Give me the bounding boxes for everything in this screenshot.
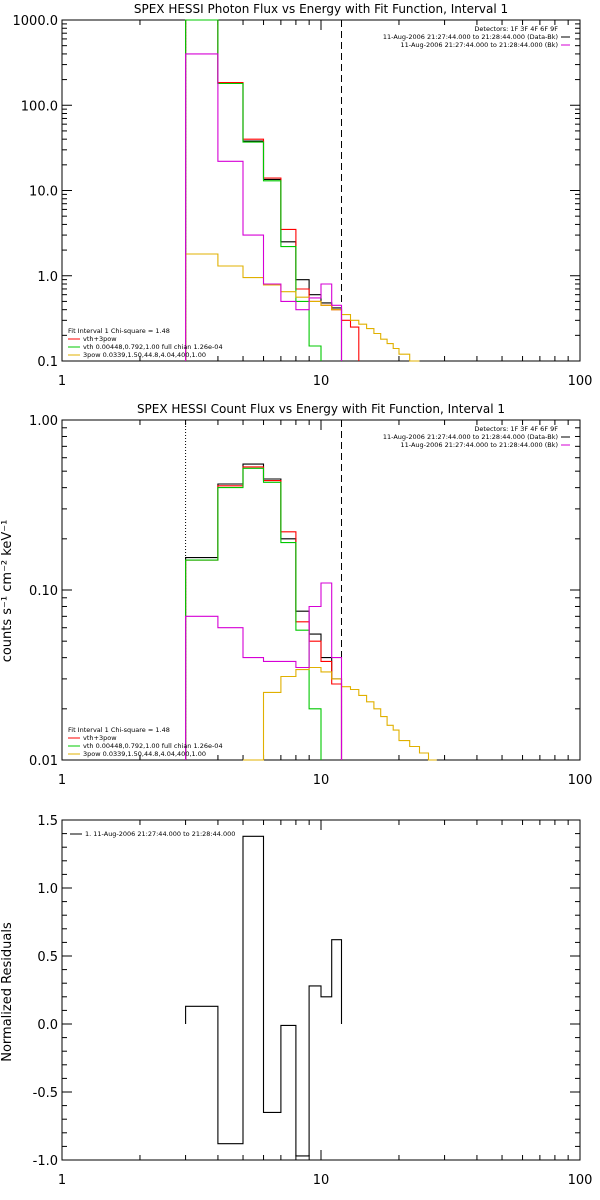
legend-label: vth 0.00448,0.792,1.00 full chian 1.26e-…	[83, 343, 223, 351]
plot-frame	[61, 19, 581, 362]
photon-flux-title: SPEX HESSI Photon Flux vs Energy with Fi…	[134, 2, 508, 16]
series-vth-3pow-line	[185, 19, 360, 361]
y-tick-label: 1.0	[37, 270, 58, 285]
x-tick-label: 10	[313, 374, 330, 389]
x-tick-label: 10	[313, 773, 330, 788]
legend-label: Fit Interval 1 Chi-square = 1.48	[68, 327, 170, 335]
legend-label: Detectors: 1F 3F 4F 6F 9F	[474, 25, 558, 33]
x-tick-label: 1	[58, 1173, 66, 1188]
x-tick-label: 100	[568, 773, 593, 788]
count-flux-title: SPEX HESSI Count Flux vs Energy with Fit…	[137, 402, 505, 416]
series-bk-line	[185, 53, 343, 361]
legend-label: 11-Aug-2006 21:27:44.000 to 21:28:44.000…	[383, 33, 558, 41]
x-tick-label: 100	[568, 1173, 593, 1188]
legend-label: 3pow 0.0339,1.50,44.8,4.04,400,1.00	[83, 750, 206, 758]
y-tick-label: 0.0	[37, 1018, 58, 1033]
legend-label: 11-Aug-2006 21:27:44.000 to 21:28:44.000…	[401, 41, 558, 49]
y-tick-label: 100.0	[21, 99, 58, 114]
y-tick-label: 1.5	[37, 814, 58, 829]
series-vth-line	[185, 467, 322, 760]
series-data-bk-line	[185, 19, 343, 361]
y-tick-label: 0.5	[37, 950, 58, 965]
y-tick-label: 0.01	[29, 754, 58, 769]
y-tick-label: -0.5	[33, 1086, 58, 1101]
count-flux-panel: SPEX HESSI Count Flux vs Energy with Fit…	[0, 402, 592, 788]
x-tick-label: 100	[568, 374, 593, 389]
series-bk-line	[185, 582, 343, 760]
series-vth-line	[185, 19, 322, 361]
x-tick-label: 1	[58, 374, 66, 389]
y-tick-label: 1.0	[37, 882, 58, 897]
count-flux-ylabel: counts s⁻¹ cm⁻² keV⁻¹	[0, 520, 15, 663]
residuals-panel: Normalized Residuals 1 10 100 -1.0 -0.5 0.0 0.…	[0, 814, 592, 1188]
y-tick-label: 1000.0	[13, 14, 59, 29]
series-vth-3pow-line	[185, 466, 343, 760]
legend-label: Fit Interval 1 Chi-square = 1.48	[68, 726, 170, 734]
y-tick-label: 10.0	[29, 185, 58, 200]
legend-label: vth+3pow	[83, 734, 117, 742]
legend-label: 11-Aug-2006 21:27:44.000 to 21:28:44.000…	[383, 433, 558, 441]
legend-label: vth 0.00448,0.792,1.00 full chian 1.26e-…	[83, 742, 223, 750]
series-3pow-line	[243, 666, 437, 761]
legend-label: 1. 11-Aug-2006 21:27:44.000 to 21:28:44.…	[85, 830, 235, 838]
x-tick-label: 1	[58, 773, 66, 788]
series-1-11-aug-2006-21-27-44-000-to-21-28-44-000-line	[185, 835, 343, 1157]
y-tick-label: 0.10	[29, 584, 58, 599]
legend-label: 11-Aug-2006 21:27:44.000 to 21:28:44.000…	[401, 441, 558, 449]
legend-label: 3pow 0.0339,1.50,44.8,4.04,400,1.00	[83, 351, 206, 359]
y-tick-label: -1.0	[33, 1154, 58, 1169]
legend-label: vth+3pow	[83, 335, 117, 343]
y-tick-label: 0.1	[37, 355, 58, 370]
y-tick-label: 1.00	[29, 414, 58, 429]
residuals-ylabel: Normalized Residuals	[0, 922, 15, 1062]
photon-flux-panel: SPEX HESSI Photon Flux vs Energy with Fi…	[13, 2, 593, 389]
series-data-bk-line	[185, 463, 343, 760]
legend-label: Detectors: 1F 3F 4F 6F 9F	[474, 425, 558, 433]
x-tick-label: 10	[313, 1173, 330, 1188]
